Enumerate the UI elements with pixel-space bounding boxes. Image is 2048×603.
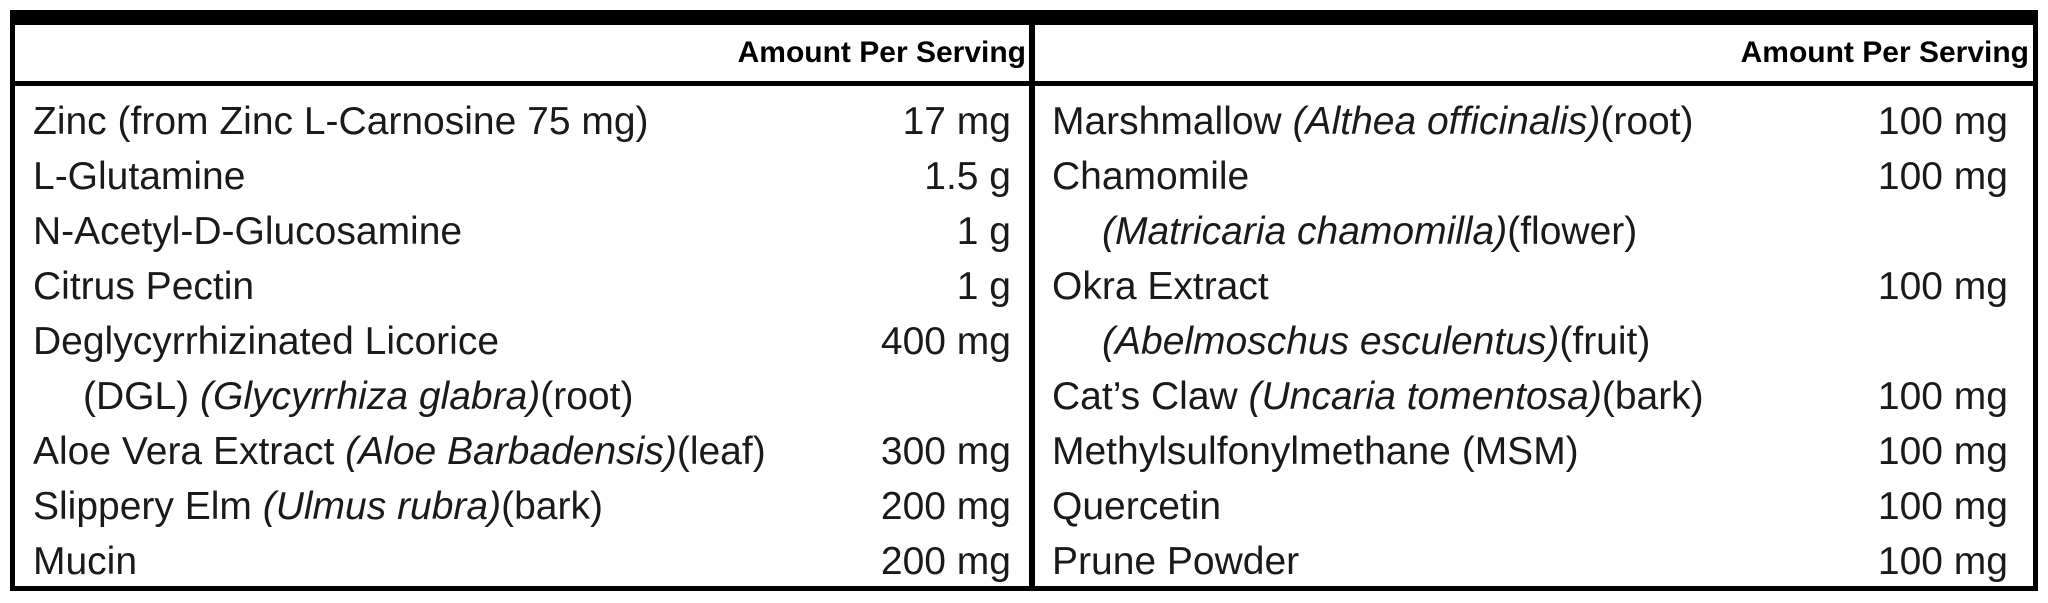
- ingredient-latin-name: (Abelmoschus esculentus): [1102, 320, 1560, 363]
- ingredient-plant-part: (bark): [501, 485, 603, 528]
- ingredient-latin-name: (Uncaria tomentosa): [1248, 375, 1602, 418]
- ingredient-plant-part: (leaf): [676, 430, 766, 473]
- ingredient-common-name: Aloe Vera Extract: [33, 430, 346, 473]
- ingredient-amount: 1.5 g: [924, 155, 1011, 198]
- ingredient-row: Quercetin 100 mg: [1034, 479, 2033, 534]
- column-header-amount-per-serving: Amount Per Serving: [15, 25, 1030, 86]
- supplement-table-right: Amount Per Serving Marshmallow (Althea o…: [1029, 10, 2038, 591]
- ingredient-common-name: (DGL): [83, 375, 200, 418]
- ingredient-plant-part: (fruit): [1559, 320, 1651, 363]
- ingredient-name: Cat’s Claw (Uncaria tomentosa)(bark): [1052, 369, 1704, 424]
- ingredient-name: Citrus Pectin: [33, 259, 254, 314]
- ingredient-amount: 1 g: [956, 210, 1011, 253]
- ingredient-common-name: Chamomile: [1052, 155, 1250, 198]
- ingredient-row: Methylsulfonylmethane (MSM) 100 mg: [1034, 424, 2033, 479]
- ingredient-amount: 1 g: [956, 265, 1011, 308]
- ingredient-latin-name: (Glycyrrhiza glabra): [200, 375, 541, 418]
- ingredient-name: Deglycyrrhizinated Licorice: [33, 314, 499, 369]
- ingredient-common-name: Citrus Pectin: [33, 265, 255, 308]
- ingredient-latin-name: (Matricaria chamomilla): [1102, 210, 1508, 253]
- ingredient-row: Marshmallow (Althea officinalis)(root) 10…: [1034, 94, 2033, 149]
- supplement-table-left: Amount Per Serving Zinc (from Zinc L-Car…: [10, 10, 1035, 591]
- ingredient-plant-part: (bark): [1601, 375, 1704, 418]
- ingredient-row: (DGL) (Glycyrrhiza glabra)(root): [15, 369, 1030, 424]
- ingredient-common-name: Slippery Elm: [33, 485, 263, 528]
- ingredient-amount: 200 mg: [880, 485, 1011, 528]
- ingredient-name: Prune Powder: [1052, 534, 1299, 589]
- ingredient-latin-name: (Aloe Barbadensis): [345, 430, 677, 473]
- ingredient-plant-part: (root): [1600, 100, 1694, 143]
- ingredient-list-left: Zinc (from Zinc L-Carnosine 75 mg) 17 mg L…: [15, 86, 1030, 589]
- ingredient-common-name: Zinc (from Zinc L-Carnosine 75 mg): [33, 100, 649, 143]
- ingredient-name: Slippery Elm (Ulmus rubra)(bark): [33, 479, 603, 534]
- ingredient-common-name: L-Glutamine: [33, 155, 246, 198]
- ingredient-amount: 100 mg: [1877, 485, 2008, 528]
- ingredient-common-name: Okra Extract: [1052, 265, 1269, 308]
- ingredient-row: Cat’s Claw (Uncaria tomentosa)(bark) 100 …: [1034, 369, 2033, 424]
- ingredient-name: Aloe Vera Extract (Aloe Barbadensis)(lea…: [33, 424, 766, 479]
- ingredient-row: Prune Powder 100 mg: [1034, 534, 2033, 589]
- ingredient-amount: 17 mg: [902, 100, 1011, 143]
- ingredient-amount: 100 mg: [1877, 155, 2008, 198]
- ingredient-row: Slippery Elm (Ulmus rubra)(bark) 200 mg: [15, 479, 1030, 534]
- ingredient-name: Marshmallow (Althea officinalis)(root): [1052, 94, 1694, 149]
- ingredient-row: Deglycyrrhizinated Licorice 400 mg: [15, 314, 1030, 369]
- ingredient-latin-name: (Ulmus rubra): [262, 485, 502, 528]
- ingredient-row: Chamomile 100 mg: [1034, 149, 2033, 204]
- ingredient-name: Methylsulfonylmethane (MSM): [1052, 424, 1579, 479]
- ingredient-name: (Matricaria chamomilla)(flower): [1052, 204, 1637, 259]
- ingredient-common-name: Deglycyrrhizinated Licorice: [33, 320, 500, 363]
- ingredient-amount: 100 mg: [1877, 265, 2008, 308]
- ingredient-row: Okra Extract 100 mg: [1034, 259, 2033, 314]
- ingredient-row: N-Acetyl-D-Glucosamine 1 g: [15, 204, 1030, 259]
- ingredient-name: Mucin: [33, 534, 137, 589]
- ingredient-common-name: Cat’s Claw: [1052, 375, 1249, 418]
- ingredient-name: (Abelmoschus esculentus)(fruit): [1052, 314, 1650, 369]
- ingredient-latin-name: (Althea officinalis): [1292, 100, 1601, 143]
- ingredient-amount: 200 mg: [880, 540, 1011, 583]
- ingredient-amount: 100 mg: [1877, 100, 2008, 143]
- column-header-amount-per-serving: Amount Per Serving: [1034, 25, 2033, 86]
- ingredient-plant-part: (flower): [1507, 210, 1638, 253]
- ingredient-row: Zinc (from Zinc L-Carnosine 75 mg) 17 mg: [15, 94, 1030, 149]
- ingredient-common-name: Marshmallow: [1052, 100, 1293, 143]
- ingredient-name: Zinc (from Zinc L-Carnosine 75 mg): [33, 94, 649, 149]
- ingredient-common-name: N-Acetyl-D-Glucosamine: [33, 210, 463, 253]
- ingredient-name: Chamomile: [1052, 149, 1249, 204]
- ingredient-row: (Abelmoschus esculentus)(fruit): [1034, 314, 2033, 369]
- ingredient-name: (DGL) (Glycyrrhiza glabra)(root): [33, 369, 633, 424]
- ingredient-name: Okra Extract: [1052, 259, 1269, 314]
- ingredient-amount: 300 mg: [880, 430, 1011, 473]
- ingredient-amount: 100 mg: [1877, 540, 2008, 583]
- ingredient-row: (Matricaria chamomilla)(flower): [1034, 204, 2033, 259]
- ingredient-amount: 100 mg: [1877, 430, 2008, 473]
- ingredient-name: Quercetin: [1052, 479, 1221, 534]
- ingredient-common-name: Prune Powder: [1052, 540, 1300, 583]
- ingredient-plant-part: (root): [540, 375, 634, 418]
- ingredient-common-name: Mucin: [33, 540, 138, 583]
- ingredient-amount: 100 mg: [1877, 375, 2008, 418]
- ingredient-row: L-Glutamine 1.5 g: [15, 149, 1030, 204]
- ingredient-name: L-Glutamine: [33, 149, 245, 204]
- ingredient-row: Aloe Vera Extract (Aloe Barbadensis)(lea…: [15, 424, 1030, 479]
- ingredient-row: Citrus Pectin 1 g: [15, 259, 1030, 314]
- ingredient-list-right: Marshmallow (Althea officinalis)(root) 10…: [1034, 86, 2033, 589]
- ingredient-row: Mucin 200 mg: [15, 534, 1030, 589]
- ingredient-name: N-Acetyl-D-Glucosamine: [33, 204, 462, 259]
- ingredient-common-name: Quercetin: [1052, 485, 1222, 528]
- ingredient-amount: 400 mg: [880, 320, 1011, 363]
- ingredient-common-name: Methylsulfonylmethane (MSM): [1052, 430, 1579, 473]
